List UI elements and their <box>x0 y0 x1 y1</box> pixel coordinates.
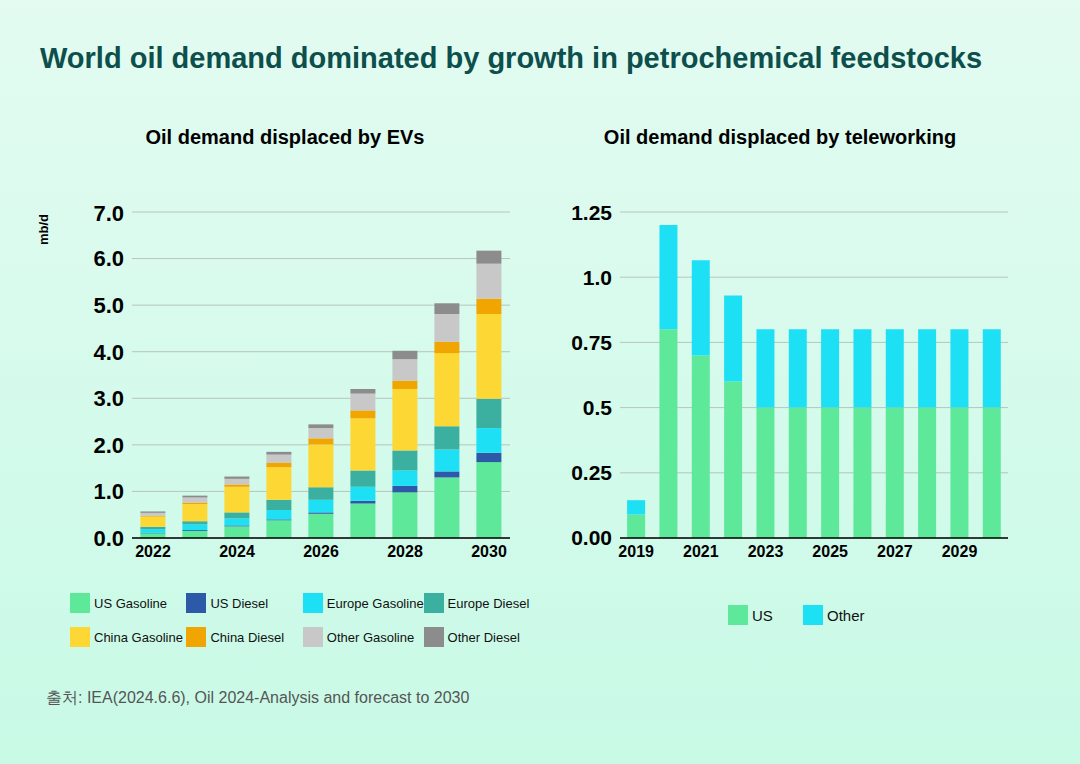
html-text:US: US <box>752 606 773 624</box>
html-text:Other: Other <box>827 606 865 624</box>
html-text:China Diesel: China Diesel <box>210 629 285 645</box>
html-text:Europe Gasoline: Europe Gasoline <box>326 595 424 611</box>
html-text:US Diesel: US Diesel <box>210 595 269 611</box>
svg-text:2029: 2029 <box>942 543 978 560</box>
svg-text:3.0: 3.0 <box>93 386 124 411</box>
svg-text:1.0: 1.0 <box>583 266 612 289</box>
svg-text:1.25: 1.25 <box>571 201 612 224</box>
svg-text:0.0: 0.0 <box>93 526 124 551</box>
svg-text:2021: 2021 <box>683 543 719 560</box>
svg-text:0.75: 0.75 <box>571 331 612 354</box>
svg-text:0.25: 0.25 <box>571 461 612 484</box>
svg-text:2028: 2028 <box>387 543 423 560</box>
svg-text:4.0: 4.0 <box>93 340 124 365</box>
svg-text:2027: 2027 <box>877 543 913 560</box>
html-text:Oil demand displaced by EVs: Oil demand displaced by EVs <box>145 126 425 148</box>
svg-text:7.0: 7.0 <box>93 201 124 226</box>
svg-text:2025: 2025 <box>812 543 848 560</box>
svg-text:2026: 2026 <box>303 543 339 560</box>
svg-text:2030: 2030 <box>471 543 507 560</box>
svg-text:1.0: 1.0 <box>93 479 124 504</box>
svg-text:2024: 2024 <box>219 543 255 560</box>
svg-text:6.0: 6.0 <box>93 246 124 271</box>
html-text:Oil demand displaced by telewo: Oil demand displaced by teleworking <box>603 126 957 148</box>
html-text:Other Gasoline: Other Gasoline <box>326 629 415 645</box>
html-text:Other Diesel: Other Diesel <box>447 629 520 645</box>
svg-text:2023: 2023 <box>748 543 784 560</box>
svg-text:0.00: 0.00 <box>571 526 612 549</box>
svg-text:2022: 2022 <box>135 543 171 560</box>
html-text:China Gasoline: China Gasoline <box>94 629 183 645</box>
svg-text:2019: 2019 <box>618 543 654 560</box>
html-text:World oil demand dominated by: World oil demand dominated by growth in … <box>40 42 983 74</box>
html-text:출처: IEA(2024.6.6), Oil 2024-An: 출처: IEA(2024.6.6), Oil 2024-Analysis and… <box>46 689 470 706</box>
svg-text:5.0: 5.0 <box>93 293 124 318</box>
svg-text:0.5: 0.5 <box>583 396 613 419</box>
html-text:mb/d: mb/d <box>36 214 51 245</box>
html-text:US Gasoline: US Gasoline <box>94 595 167 611</box>
svg-text:2.0: 2.0 <box>93 433 124 458</box>
html-text:Europe Diesel: Europe Diesel <box>447 595 530 611</box>
